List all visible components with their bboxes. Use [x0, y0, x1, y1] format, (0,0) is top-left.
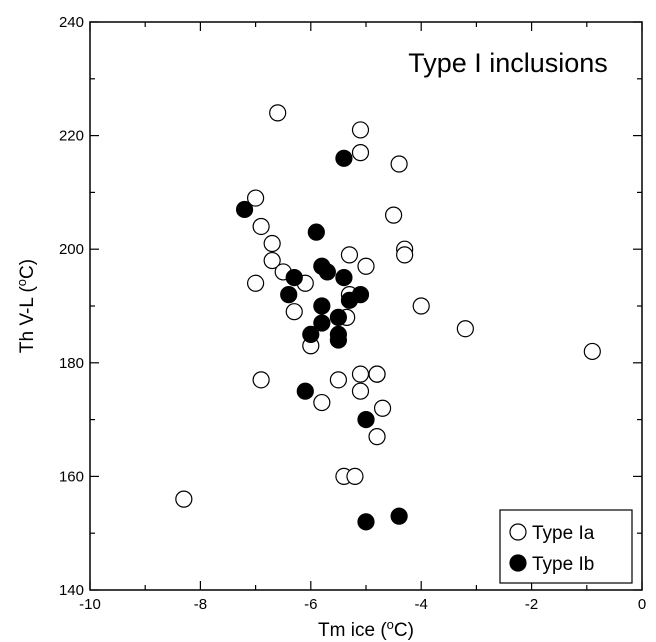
data-point-type-ib — [313, 297, 331, 315]
data-point-type-ia — [385, 206, 403, 224]
data-point-type-ib — [296, 382, 314, 400]
data-point-type-ia — [252, 371, 270, 389]
data-point-type-ia — [247, 189, 265, 207]
y-axis-title-main: Th V-L ( — [17, 286, 38, 354]
data-point-type-ia — [313, 393, 331, 412]
data-point-type-ia — [396, 246, 414, 264]
y-tick-label: 240 — [59, 14, 84, 31]
plot-area-frame — [89, 21, 643, 591]
data-point-type-ib — [318, 263, 336, 281]
data-point-type-ia — [456, 320, 474, 338]
data-point-type-ia — [247, 274, 265, 292]
data-point-type-ia — [583, 342, 601, 361]
data-point-type-ib — [390, 507, 408, 525]
x-axis-title-end: C) — [394, 620, 414, 641]
y-tick-label: 180 — [59, 355, 84, 372]
axis-ticks: -10 -8 -6 -4 -2 0 140 160 180 200 220 240 — [59, 14, 646, 613]
x-tick-label: -6 — [304, 596, 317, 613]
y-axis-title-superscript: o — [14, 279, 29, 286]
data-point-type-ia — [269, 104, 287, 122]
data-point-type-ib — [329, 308, 347, 326]
data-point-type-ib — [235, 200, 254, 219]
data-point-type-ib — [307, 223, 325, 241]
y-tick-label: 160 — [59, 468, 84, 485]
x-tick-label: -4 — [415, 596, 428, 613]
legend-box — [499, 509, 633, 584]
data-point-type-ia — [412, 297, 430, 315]
data-point-type-ia — [351, 382, 370, 400]
legend-marker-type-ia — [509, 523, 527, 541]
chart-title: Type I inclusions — [408, 48, 608, 78]
x-tick-label: -2 — [525, 596, 538, 613]
data-point-type-ia — [285, 303, 303, 321]
data-point-type-ia — [357, 257, 375, 275]
data-point-type-ib — [335, 149, 353, 167]
data-point-type-ia — [390, 155, 408, 173]
data-point-type-ia — [263, 251, 281, 270]
y-axis-title-end: C) — [17, 259, 38, 279]
data-point-type-ia — [351, 144, 370, 162]
data-point-type-ia — [346, 467, 364, 485]
data-point-type-ia — [373, 399, 392, 417]
data-point-type-ib — [329, 331, 347, 349]
y-axis-title: Th V-L (oC) — [14, 259, 38, 353]
data-point-type-ia — [329, 371, 347, 389]
legend-label-type-ib: Type Ib — [532, 554, 594, 575]
data-point-type-ib — [335, 269, 353, 287]
x-axis-title-superscript: o — [387, 617, 394, 632]
x-tick-label: -10 — [79, 596, 101, 613]
data-point-type-ib — [351, 286, 370, 304]
data-point-type-ia — [252, 217, 270, 236]
data-point-type-ia — [175, 490, 193, 508]
x-tick-label: -8 — [194, 596, 207, 613]
data-point-type-ia — [351, 365, 370, 383]
x-axis-title: Tm ice (oC) — [318, 617, 414, 641]
data-point-type-ia — [340, 246, 359, 264]
data-point-type-ib — [357, 513, 375, 531]
y-tick-label: 140 — [59, 582, 84, 599]
data-point-type-ib — [280, 286, 298, 304]
legend: Type Ia Type Ib — [499, 509, 633, 584]
data-point-type-ib — [285, 269, 303, 287]
legend-marker-type-ib — [509, 554, 527, 572]
data-point-type-ib — [357, 411, 375, 429]
x-tick-label: 0 — [638, 596, 646, 613]
x-axis-title-main: Tm ice ( — [318, 620, 387, 641]
data-points — [175, 104, 601, 531]
y-tick-label: 220 — [59, 128, 84, 145]
data-point-type-ib — [302, 325, 320, 343]
data-point-type-ia — [368, 365, 386, 383]
legend-label-type-ia: Type Ia — [532, 523, 595, 544]
data-point-type-ia — [263, 234, 281, 253]
data-point-type-ia — [351, 121, 370, 139]
y-tick-label: 200 — [59, 241, 84, 258]
data-point-type-ib — [313, 314, 331, 332]
data-point-type-ia — [368, 428, 386, 446]
